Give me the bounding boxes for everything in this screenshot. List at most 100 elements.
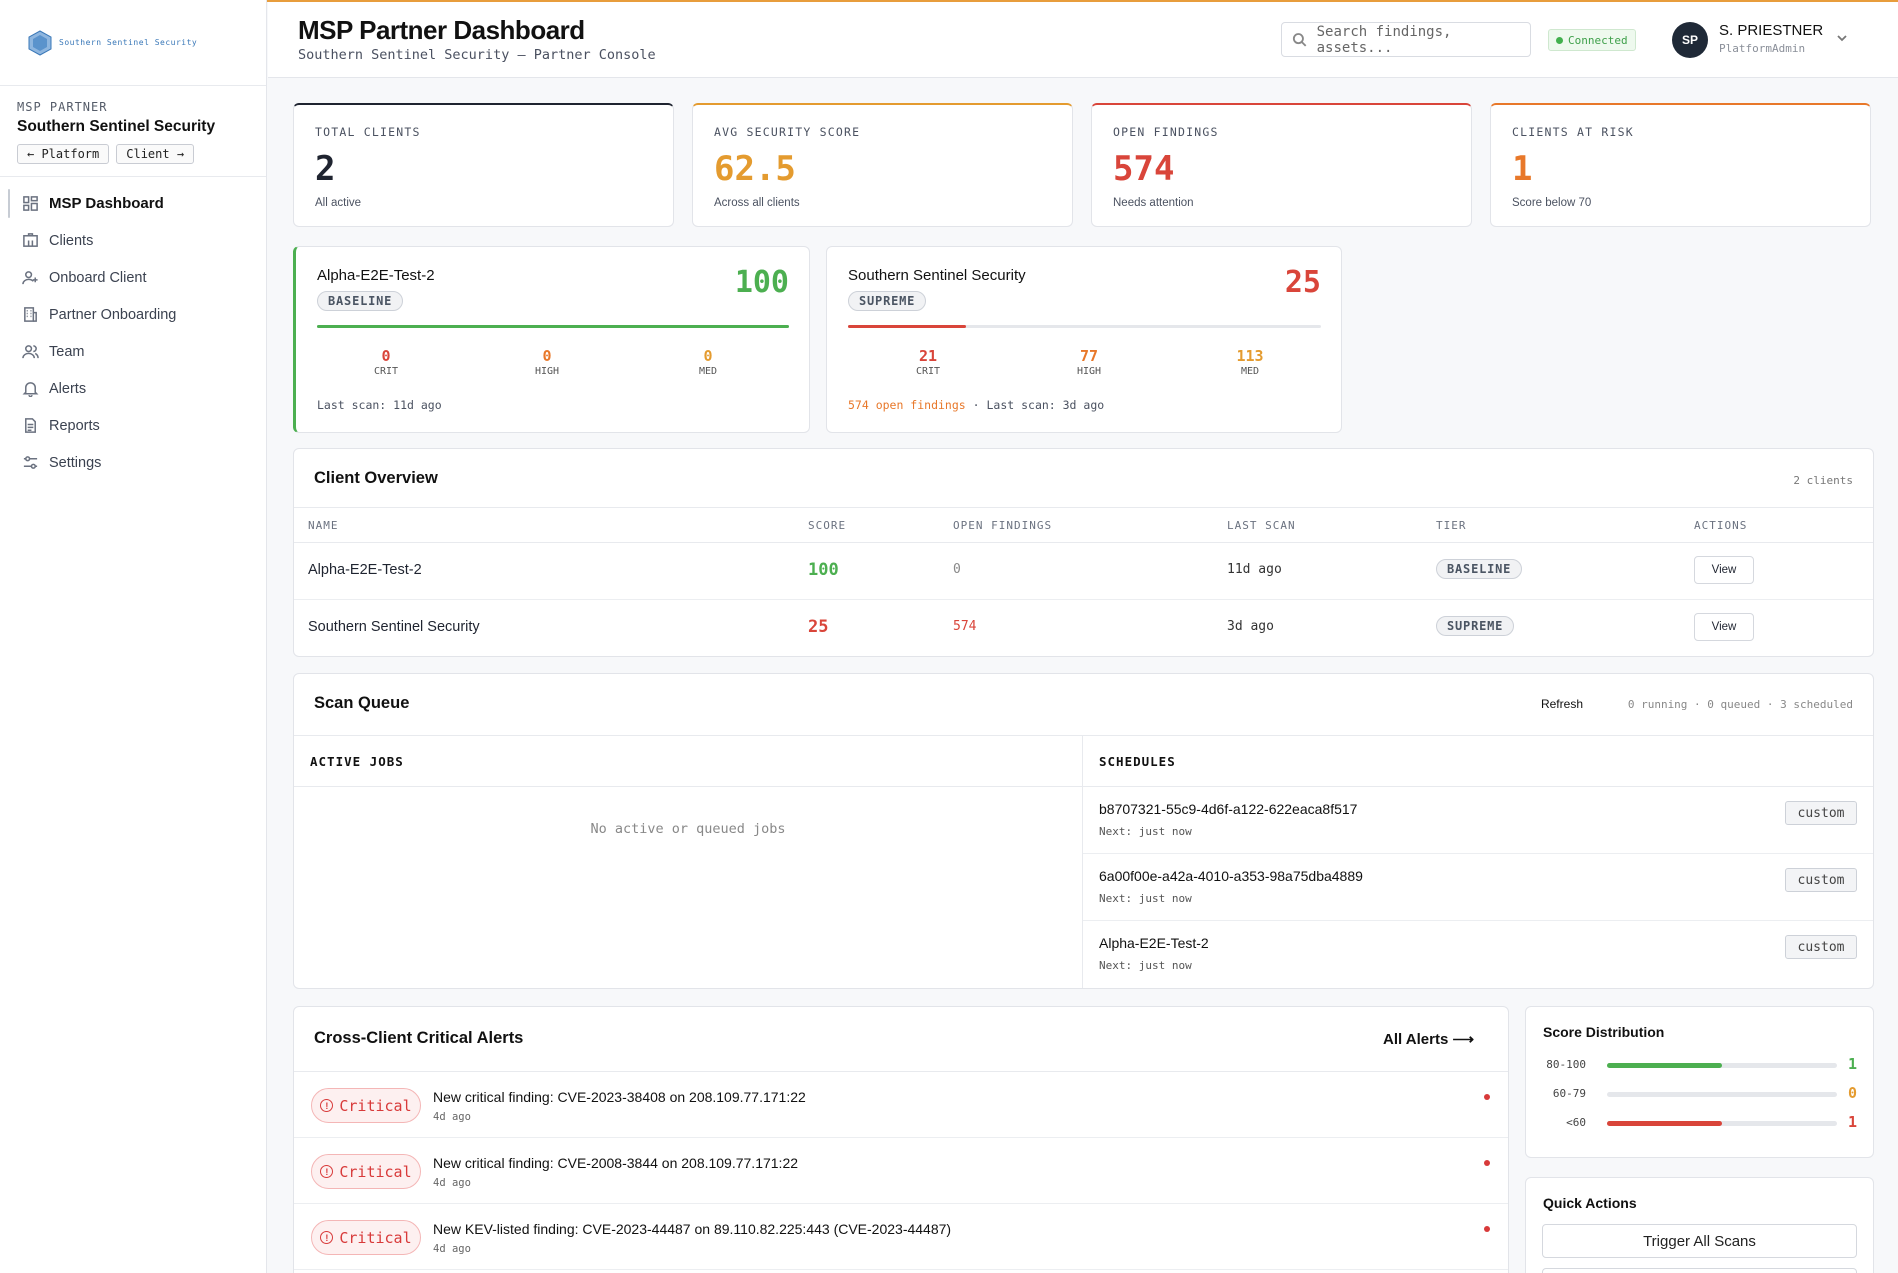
score-distribution-panel: Score Distribution 80-100 1 60-79 0 <60 … (1525, 1006, 1874, 1158)
partner-label: MSP PARTNER (17, 100, 108, 114)
connection-status-text: Connected (1568, 33, 1628, 47)
alert-time: 4d ago (433, 1177, 471, 1189)
stat-subtext: Score below 70 (1512, 197, 1592, 209)
alert-circle-icon: ! (320, 1099, 334, 1112)
column-header[interactable]: OPEN FINDINGS (953, 519, 1053, 532)
column-header: ACTIONS (1694, 519, 1748, 532)
chevron-down-icon[interactable] (1836, 32, 1848, 44)
client-count: 2 clients (1793, 474, 1853, 487)
page-title: MSP Partner Dashboard (298, 15, 585, 45)
panel-title: Score Distribution (1543, 1024, 1665, 1040)
stat-label: TOTAL CLIENTS (315, 125, 421, 139)
connection-status-badge: Connected (1548, 29, 1636, 51)
sidebar-item-alerts[interactable]: Alerts (0, 370, 266, 407)
sidebar-item-msp-dashboard[interactable]: MSP Dashboard (0, 185, 266, 222)
schedule-row[interactable]: Alpha-E2E-Test-2 Next: just now custom (1083, 921, 1873, 988)
high-count: 0 HIGH (517, 347, 577, 377)
tier-badge: BASELINE (1436, 559, 1523, 579)
tier-badge: SUPREME (848, 291, 927, 311)
distribution-bar (1607, 1092, 1837, 1097)
range-label: 80-100 (1546, 1058, 1586, 1071)
search-input[interactable]: Search findings, assets... (1281, 22, 1531, 57)
client-name-cell[interactable]: Alpha-E2E-Test-2 (308, 562, 422, 578)
sidebar-item-clients[interactable]: Clients (0, 222, 266, 259)
queue-summary: 0 running · 0 queued · 3 scheduled (1627, 698, 1853, 711)
findings-cell: 0 (953, 562, 961, 577)
schedule-next: Next: just now (1099, 959, 1192, 972)
client-card[interactable]: Southern Sentinel Security SUPREME 25 21… (826, 246, 1342, 433)
client-name-cell[interactable]: Southern Sentinel Security (308, 619, 480, 635)
sidebar-item-partner-onboarding[interactable]: Partner Onboarding (0, 296, 266, 333)
score-bar-fill (848, 325, 967, 328)
sidebar-item-label: Team (49, 343, 85, 360)
alert-item[interactable]: ! Critical New critical finding: CVE-2008… (294, 1138, 1508, 1204)
sidebar-item-reports[interactable]: Reports (0, 407, 266, 444)
scan-queue-panel: Scan Queue Refresh 0 running · 0 queued … (293, 673, 1874, 989)
client-name: Southern Sentinel Security (848, 267, 1026, 284)
quick-action-button[interactable] (1542, 1268, 1857, 1273)
distribution-bar-fill (1607, 1121, 1722, 1126)
partner-name: Southern Sentinel Security (17, 118, 216, 135)
client-card[interactable]: Alpha-E2E-Test-2 BASELINE 100 0 CRIT 0 HIG… (293, 246, 810, 433)
shield-logo-icon (28, 29, 52, 56)
quick-actions-panel: Quick Actions Trigger All Scans (1525, 1177, 1874, 1273)
critical-badge: ! Critical (311, 1154, 421, 1189)
range-count: 1 (1847, 1055, 1857, 1073)
distribution-row: <60 1 (1542, 1113, 1857, 1133)
range-count: 0 (1847, 1084, 1857, 1102)
med-value: 113 (1236, 347, 1264, 365)
grid-icon (23, 196, 38, 211)
top-header: MSP Partner Dashboard Southern Sentinel … (268, 2, 1898, 78)
schedule-row[interactable]: 6a00f00e-a42a-4010-a353-98a75dba4889 Nex… (1083, 854, 1873, 921)
schedule-id: 6a00f00e-a42a-4010-a353-98a75dba4889 (1099, 868, 1363, 884)
open-findings-link[interactable]: 574 open findings (848, 398, 966, 412)
schedule-row[interactable]: b8707321-55c9-4d6f-a122-622eaca8f517 Nex… (1083, 787, 1873, 854)
med-count: 113 MED (1220, 347, 1280, 377)
table-row[interactable]: Southern Sentinel Security 25 574 3d ago… (294, 600, 1873, 657)
sidebar-item-label: Partner Onboarding (49, 306, 177, 323)
med-count: 0 MED (678, 347, 738, 377)
platform-switch-button[interactable]: ← Platform (17, 144, 110, 164)
user-name[interactable]: S. PRIESTNER (1719, 22, 1824, 39)
last-scan-cell: 11d ago (1227, 562, 1282, 577)
med-value: 0 (703, 347, 713, 365)
crit-value: 0 (381, 347, 391, 365)
crit-label: CRIT (915, 366, 941, 377)
alert-item[interactable]: ! Critical New KEV-listed finding: CVE-20… (294, 1204, 1508, 1270)
column-header[interactable]: SCORE (808, 519, 847, 532)
top-accent-line (0, 0, 1898, 2)
building-icon (23, 233, 38, 247)
avatar[interactable]: SP (1672, 22, 1708, 58)
table-row[interactable]: Alpha-E2E-Test-2 100 0 11d ago BASELINE … (294, 543, 1873, 600)
crit-count: 0 CRIT (356, 347, 416, 377)
active-jobs-column: ACTIVE JOBS No active or queued jobs (294, 736, 1083, 988)
brand-logo[interactable]: Southern Sentinel Security (0, 0, 266, 86)
refresh-button[interactable]: Refresh (1540, 697, 1583, 711)
trigger-all-scans-button[interactable]: Trigger All Scans (1542, 1224, 1857, 1258)
sidebar-item-settings[interactable]: Settings (0, 444, 266, 481)
sidebar-item-onboard-client[interactable]: Onboard Client (0, 259, 266, 296)
client-name: Alpha-E2E-Test-2 (317, 267, 435, 284)
crit-value: 21 (918, 347, 938, 365)
page-subtitle: Southern Sentinel Security — Partner Con… (298, 47, 656, 63)
severity-text: Critical (339, 1162, 412, 1181)
sidebar-item-label: Alerts (49, 380, 87, 397)
user-role: PlatformAdmin (1719, 42, 1806, 55)
client-switch-button[interactable]: Client → (116, 144, 195, 164)
alert-item[interactable]: ! Critical New critical finding: CVE-2023… (294, 1072, 1508, 1138)
column-header[interactable]: LAST SCAN (1227, 519, 1296, 532)
column-header[interactable]: NAME (308, 519, 339, 532)
column-header[interactable]: TIER (1436, 519, 1467, 532)
empty-state: No active or queued jobs (590, 821, 786, 837)
stat-subtext: Needs attention (1113, 197, 1194, 209)
schedule-type-badge: custom (1785, 801, 1857, 825)
view-client-button[interactable]: View (1694, 556, 1754, 584)
card-footer: 574 open findings · Last scan: 3d ago (848, 398, 1104, 412)
users-icon (22, 345, 39, 359)
view-client-button[interactable]: View (1694, 613, 1754, 641)
all-alerts-link[interactable]: All Alerts ⟶ (1383, 1031, 1474, 1048)
sidebar-item-team[interactable]: Team (0, 333, 266, 370)
high-count: 77 HIGH (1059, 347, 1119, 377)
alert-time: 4d ago (433, 1111, 471, 1123)
panel-title: Quick Actions (1543, 1195, 1637, 1211)
